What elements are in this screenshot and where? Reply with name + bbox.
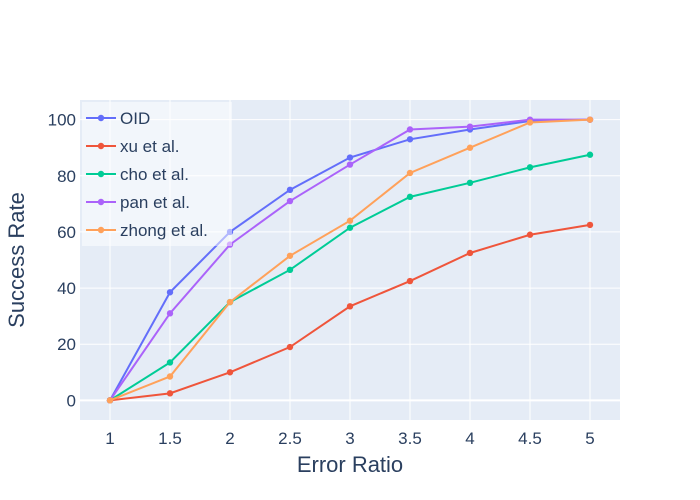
- data-point: [226, 298, 234, 306]
- legend-swatch-marker: [97, 114, 105, 122]
- data-point: [526, 164, 534, 171]
- data-point: [586, 221, 594, 229]
- data-point: [466, 249, 474, 257]
- data-point: [106, 397, 114, 404]
- data-point: [346, 303, 354, 310]
- legend-swatch-marker: [97, 170, 105, 178]
- x-tick-label: 4: [465, 429, 474, 448]
- y-tick-label: 80: [57, 167, 76, 186]
- x-tick-label: 3: [345, 429, 354, 448]
- y-tick-label: 40: [57, 279, 76, 298]
- data-point: [586, 116, 594, 123]
- data-point: [166, 289, 174, 296]
- data-point: [466, 123, 474, 130]
- y-tick-label: 60: [57, 223, 76, 242]
- data-point: [466, 179, 474, 187]
- data-point: [166, 373, 174, 380]
- data-point: [286, 252, 294, 259]
- x-axis-title: Error Ratio: [297, 452, 403, 477]
- data-point: [406, 136, 414, 143]
- x-tick-label: 2: [225, 429, 234, 448]
- legend-item[interactable]: cho et al.: [86, 165, 189, 184]
- data-point: [406, 277, 414, 285]
- legend[interactable]: OID xu et al. cho et al. pan et al. zhong et…: [82, 102, 232, 246]
- data-point: [406, 193, 414, 201]
- data-point: [526, 231, 534, 238]
- legend-label: OID: [120, 109, 150, 128]
- data-point: [166, 310, 174, 317]
- x-tick-label: 3.5: [398, 429, 422, 448]
- x-tick-label: 4.5: [518, 429, 542, 448]
- legend-label: cho et al.: [120, 165, 189, 184]
- y-axis-title: Success Rate: [4, 192, 29, 328]
- data-point: [406, 169, 414, 177]
- legend-swatch-marker: [97, 198, 105, 206]
- y-tick-labels: 0 20 40 60 80 100: [48, 111, 76, 411]
- x-tick-label: 2.5: [278, 429, 302, 448]
- legend-item[interactable]: OID: [86, 109, 150, 128]
- data-point: [346, 154, 354, 161]
- data-point: [346, 217, 354, 224]
- legend-item[interactable]: zhong et al.: [86, 221, 208, 240]
- legend-item[interactable]: pan et al.: [86, 193, 190, 212]
- y-tick-label: 100: [48, 111, 76, 130]
- legend-label: zhong et al.: [120, 221, 208, 240]
- data-point: [166, 390, 174, 397]
- data-point: [286, 343, 294, 351]
- legend-swatch-marker: [97, 226, 105, 234]
- data-point: [346, 161, 354, 168]
- data-point: [166, 359, 174, 366]
- data-point: [286, 186, 294, 194]
- data-point: [586, 151, 594, 158]
- data-point: [346, 224, 354, 231]
- series-2: [106, 151, 594, 404]
- data-point: [286, 197, 294, 205]
- y-tick-label: 20: [57, 335, 76, 354]
- x-tick-label: 1: [105, 429, 114, 448]
- data-point: [526, 119, 534, 126]
- x-tick-label: 1.5: [158, 429, 182, 448]
- series-1: [106, 221, 594, 404]
- legend-swatch-marker: [97, 142, 105, 150]
- legend-item[interactable]: xu et al.: [86, 137, 180, 156]
- data-point: [226, 369, 234, 376]
- data-point: [406, 126, 414, 133]
- x-tick-labels: 1 1.5 2 2.5 3 3.5 4 4.5 5: [105, 429, 594, 448]
- legend-label: xu et al.: [120, 137, 180, 156]
- series-4: [106, 116, 594, 404]
- data-point: [286, 266, 294, 274]
- data-point: [466, 144, 474, 151]
- y-tick-label: 0: [67, 391, 76, 410]
- x-tick-label: 5: [585, 429, 594, 448]
- legend-label: pan et al.: [120, 193, 190, 212]
